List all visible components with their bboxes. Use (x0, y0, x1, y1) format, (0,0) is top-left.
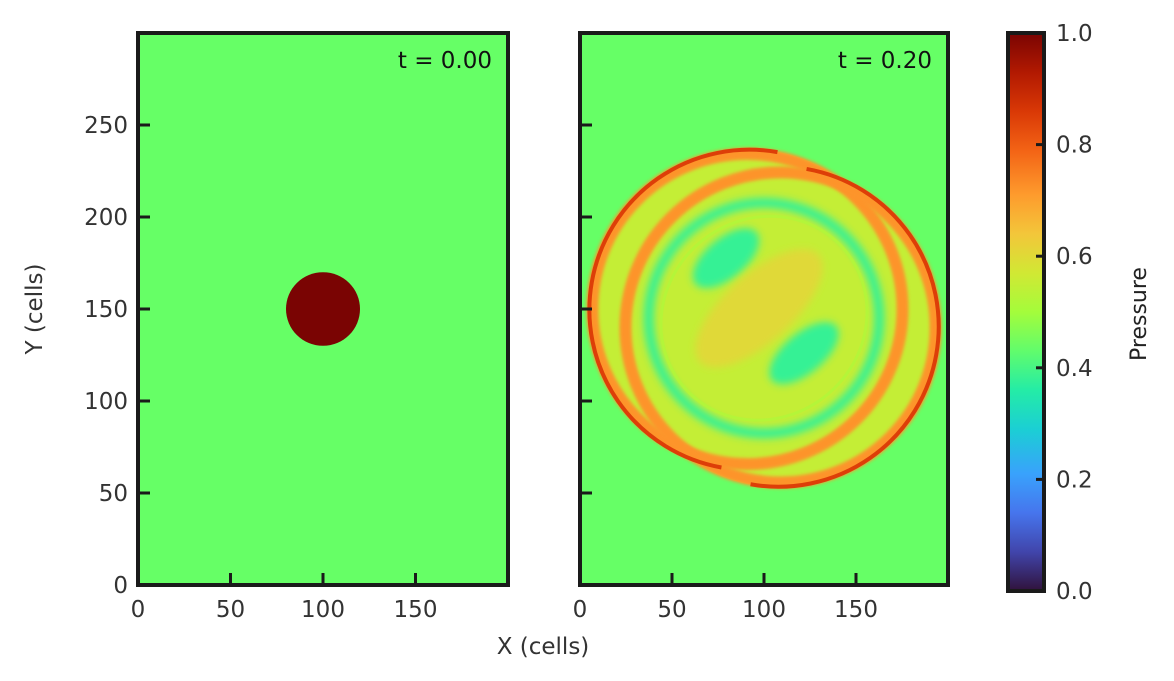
x-tick-label: 0 (131, 597, 146, 623)
colorbar-gradient (1008, 33, 1044, 591)
low-pressure-lobe-lower (769, 322, 839, 385)
x-tick-label: 50 (216, 597, 245, 623)
x-tick-label: 150 (394, 597, 438, 623)
panel-t0-time-label: t = 0.00 (398, 48, 492, 74)
colorbar-tick-label: 1.0 (1056, 21, 1093, 47)
colorbar-ticks: 0.0 0.2 0.4 0.6 0.8 1.0 (1036, 21, 1093, 605)
panel-t0-ticks: 0 50 100 150 0 50 100 150 200 250 (84, 113, 437, 623)
y-axis-label: Y (cells) (22, 264, 48, 356)
x-tick-label: 100 (742, 597, 786, 623)
panel-t20-time-label: t = 0.20 (838, 48, 932, 74)
x-tick-label: 150 (834, 597, 878, 623)
x-tick-label: 0 (573, 597, 588, 623)
shock-front-upper-left (586, 147, 909, 471)
low-pressure-lobe-upper (692, 228, 760, 289)
colorbar-tick-label: 0.2 (1056, 467, 1093, 493)
panel-t20-data (586, 147, 942, 489)
compressed-core (695, 249, 823, 368)
y-tick-label: 50 (99, 481, 128, 507)
y-tick-label: 200 (84, 205, 128, 231)
x-axis-label: X (cells) (497, 634, 590, 660)
panel-t20: 0 50 100 150 t = 0.20 (573, 31, 950, 623)
panel-t20-ticks: 0 50 100 150 (573, 123, 878, 623)
panel-t20-frame (578, 31, 950, 587)
colorbar-tick-label: 0.6 (1056, 244, 1093, 270)
y-tick-label: 0 (113, 573, 128, 599)
panel-t0: 0 50 100 150 0 50 100 150 200 250 t = 0.00 (84, 31, 510, 623)
colorbar-frame (1006, 31, 1046, 593)
colorbar-tick-label: 0.4 (1056, 356, 1093, 382)
x-tick-label: 50 (657, 597, 686, 623)
colorbar-tick-label: 0.0 (1056, 579, 1093, 605)
inner-edge (659, 214, 869, 422)
peak-rim-upper-left (587, 147, 778, 470)
y-tick-label: 250 (84, 113, 128, 139)
peak-rim-lower-right (750, 166, 941, 489)
panel-t0-frame (136, 31, 510, 587)
y-tick-label: 150 (84, 297, 128, 323)
x-tick-label: 100 (301, 597, 345, 623)
panel-t0-data (286, 272, 360, 346)
y-tick-label: 100 (84, 389, 128, 415)
colorbar-tick-label: 0.8 (1056, 133, 1093, 159)
colorbar-label: Pressure (1127, 267, 1152, 361)
high-pressure-disk (286, 272, 360, 346)
shock-front-lower-right (619, 166, 942, 489)
rarefaction-ring (643, 197, 885, 439)
colorbar: 0.0 0.2 0.4 0.6 0.8 1.0 Pressure (1006, 21, 1152, 605)
